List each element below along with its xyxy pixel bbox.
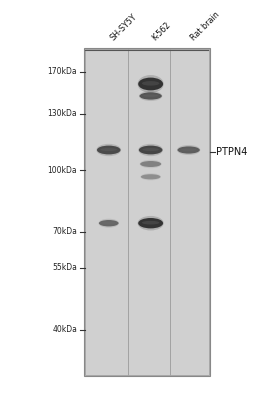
Ellipse shape — [143, 148, 159, 151]
Ellipse shape — [96, 144, 121, 156]
Ellipse shape — [181, 148, 196, 151]
Ellipse shape — [100, 148, 117, 151]
Ellipse shape — [140, 160, 162, 168]
Ellipse shape — [138, 218, 163, 228]
Ellipse shape — [178, 146, 200, 154]
Ellipse shape — [140, 173, 161, 180]
Text: 100kDa: 100kDa — [48, 166, 77, 174]
Text: 170kDa: 170kDa — [48, 68, 77, 76]
Bar — [128, 49, 170, 375]
Ellipse shape — [138, 144, 163, 156]
Text: Rat brain: Rat brain — [189, 10, 221, 42]
Text: PTPN4: PTPN4 — [216, 147, 248, 157]
Ellipse shape — [177, 145, 200, 155]
Ellipse shape — [99, 219, 119, 228]
Ellipse shape — [142, 221, 159, 224]
Ellipse shape — [138, 75, 164, 93]
Ellipse shape — [97, 146, 121, 154]
Bar — [170, 49, 209, 375]
Text: K-562: K-562 — [151, 20, 173, 42]
Ellipse shape — [140, 161, 161, 167]
Text: 55kDa: 55kDa — [52, 264, 77, 272]
Text: 130kDa: 130kDa — [48, 110, 77, 118]
Bar — [84, 48, 210, 376]
Text: SH-SY5Y: SH-SY5Y — [109, 12, 139, 42]
Ellipse shape — [99, 220, 118, 226]
Ellipse shape — [143, 94, 159, 97]
Ellipse shape — [102, 222, 116, 224]
Ellipse shape — [143, 163, 158, 165]
Bar — [85, 49, 128, 375]
Ellipse shape — [142, 81, 159, 86]
Text: 70kDa: 70kDa — [52, 228, 77, 236]
Ellipse shape — [139, 146, 162, 154]
Ellipse shape — [139, 92, 162, 100]
Ellipse shape — [139, 91, 162, 101]
Ellipse shape — [141, 174, 160, 179]
Ellipse shape — [138, 78, 163, 90]
Ellipse shape — [138, 216, 164, 230]
Text: 40kDa: 40kDa — [52, 326, 77, 334]
